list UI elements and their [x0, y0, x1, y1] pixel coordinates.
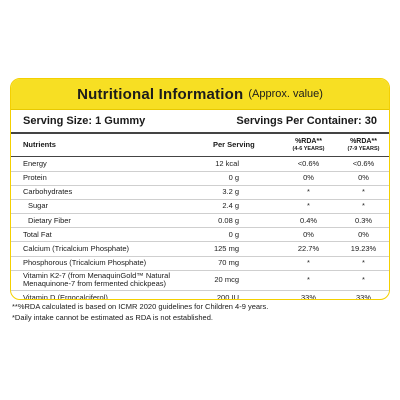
rda-4-6: * — [281, 256, 336, 271]
table-row: Phosphorous (Tricalcium Phosphate) 70 mg… — [11, 256, 389, 271]
header-rda-4-6-label: %RDA** — [295, 138, 322, 145]
table-row: Vitamin D (Ergocalciferol) 200 IU 33% 33… — [11, 290, 389, 300]
nutrient-name: Vitamin D (Ergocalciferol) — [23, 292, 108, 300]
table-row: Sugar 2.4 g * * — [11, 199, 389, 215]
rda-4-6: * — [281, 270, 336, 291]
header-rda-7-9-sub: (7-9 YEARS) — [347, 146, 380, 153]
table-row: Protein 0 g 0% 0% — [11, 171, 389, 186]
header-rda-7-9: %RDA** (7-9 YEARS) — [336, 134, 389, 158]
rda-4-6: 0% — [281, 227, 336, 243]
table-row: Vitamin K2-7 (from MenaquinGold™ Natural… — [11, 270, 389, 291]
rda-4-6: <0.6% — [281, 156, 336, 172]
header-per-serving: Per Serving — [177, 134, 281, 158]
table-row: Energy 12 kcal <0.6% <0.6% — [11, 156, 389, 172]
nutrient-value: 12 kcal — [177, 156, 281, 172]
nutrition-table: Nutrients Per Serving %RDA** (4-6 YEARS)… — [11, 134, 389, 300]
nutrient-value: 200 IU — [216, 292, 239, 300]
nutrient-value: 20 mcg — [177, 270, 281, 291]
rda-7-9: 0% — [336, 171, 389, 186]
nutrition-panel: Nutritional Information (Approx. value) … — [10, 78, 390, 300]
rda-4-6: * — [281, 185, 336, 200]
rda-4-6: 0.4% — [281, 213, 336, 229]
footnote-daily-intake: *Daily intake cannot be estimated as RDA… — [12, 312, 213, 322]
panel-title: Nutritional Information — [77, 85, 244, 103]
nutrient-name: Energy — [11, 156, 177, 172]
nutrient-name: Dietary Fiber — [11, 213, 177, 229]
nutrient-name: Calcium (Tricalcium Phosphate) — [11, 241, 177, 257]
nutrient-value: 0 g — [177, 171, 281, 186]
nutrient-value: 70 mg — [177, 256, 281, 271]
rda-7-9: * — [336, 270, 389, 291]
nutrient-value: 125 mg — [177, 241, 281, 257]
servings-per-container: Servings Per Container: 30 — [236, 115, 377, 127]
nutrient-value: 0.08 g — [177, 213, 281, 229]
nutrient-name: Phosphorous (Tricalcium Phosphate) — [11, 256, 177, 271]
footnotes: **%RDA calculated is based on ICMR 2020 … — [12, 302, 392, 323]
rda-7-9: * — [336, 256, 389, 271]
rda-7-9: 19.23% — [336, 241, 389, 257]
footnote-rda: **%RDA calculated is based on ICMR 2020 … — [12, 302, 269, 311]
table-row: Dietary Fiber 0.08 g 0.4% 0.3% — [11, 213, 389, 229]
table-header-row: Nutrients Per Serving %RDA** (4-6 YEARS)… — [11, 134, 389, 158]
title-bar: Nutritional Information (Approx. value) — [11, 79, 389, 110]
table-row: Total Fat 0 g 0% 0% — [11, 227, 389, 243]
nutrient-name: Total Fat — [11, 227, 177, 243]
table-row: Calcium (Tricalcium Phosphate) 125 mg 22… — [11, 241, 389, 257]
serving-info: Serving Size: 1 Gummy Servings Per Conta… — [11, 110, 389, 134]
rda-4-6: * — [281, 199, 336, 215]
rda-4-6: 0% — [281, 171, 336, 186]
nutrient-name: Vitamin K2-7 (from MenaquinGold™ Natural… — [11, 270, 177, 291]
rda-7-9: * — [336, 199, 389, 215]
nutrient-name: Carbohydrates — [11, 185, 177, 200]
nutrient-value: 3.2 g — [177, 185, 281, 200]
rda-4-6: 22.7% — [281, 241, 336, 257]
header-rda-4-6: %RDA** (4-6 YEARS) — [281, 134, 336, 158]
panel-subtitle: (Approx. value) — [248, 88, 323, 100]
table-row: Carbohydrates 3.2 g * * — [11, 185, 389, 200]
header-nutrients: Nutrients — [11, 134, 177, 158]
serving-size: Serving Size: 1 Gummy — [23, 115, 146, 127]
nutrient-name: Protein — [11, 171, 177, 186]
rda-7-9: 0% — [336, 227, 389, 243]
rda-7-9: 33% — [355, 292, 371, 300]
rda-4-6: 33% — [300, 292, 316, 300]
nutrient-name: Sugar — [11, 199, 177, 215]
header-rda-4-6-sub: (4-6 YEARS) — [292, 146, 325, 153]
header-rda-7-9-label: %RDA** — [350, 138, 377, 145]
rda-7-9: * — [336, 185, 389, 200]
nutrient-value: 0 g — [177, 227, 281, 243]
rda-7-9: 0.3% — [336, 213, 389, 229]
nutrient-value: 2.4 g — [177, 199, 281, 215]
rda-7-9: <0.6% — [336, 156, 389, 172]
